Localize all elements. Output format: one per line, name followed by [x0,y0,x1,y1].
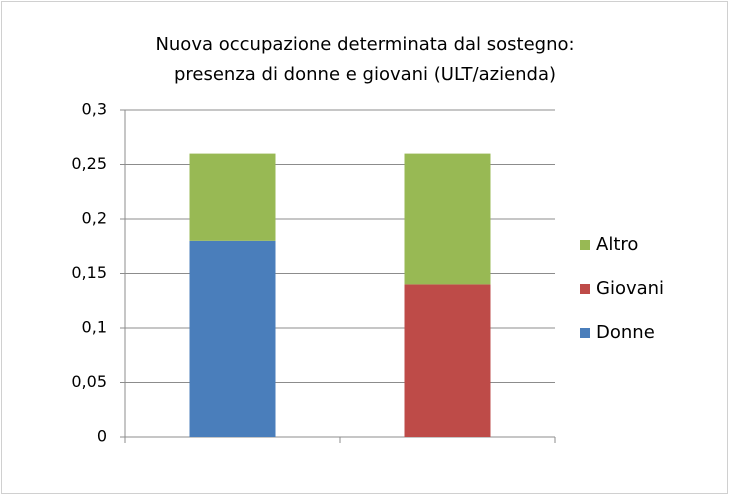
y-tick-label: 0 [97,427,107,446]
chart-title: presenza di donne e giovani (ULT/azienda… [174,64,556,85]
legend-swatch [580,328,590,338]
y-tick-label: 0,15 [71,263,107,282]
legend-label: Altro [596,234,638,255]
bar-segment [189,153,276,241]
legend-swatch [580,284,590,294]
bar-segment [189,240,276,437]
y-tick-label: 0,1 [82,318,107,337]
chart-title: Nuova occupazione determinata dal sosteg… [155,34,574,55]
y-tick-label: 0,3 [82,100,107,119]
legend-label: Donne [596,322,655,343]
y-tick-label: 0,2 [82,209,107,228]
y-tick-label: 0,05 [71,372,107,391]
bar-segment [404,153,491,285]
bar-segment [404,284,491,437]
y-tick-label: 0,25 [71,154,107,173]
legend-label: Giovani [596,278,664,299]
legend-swatch [580,240,590,250]
